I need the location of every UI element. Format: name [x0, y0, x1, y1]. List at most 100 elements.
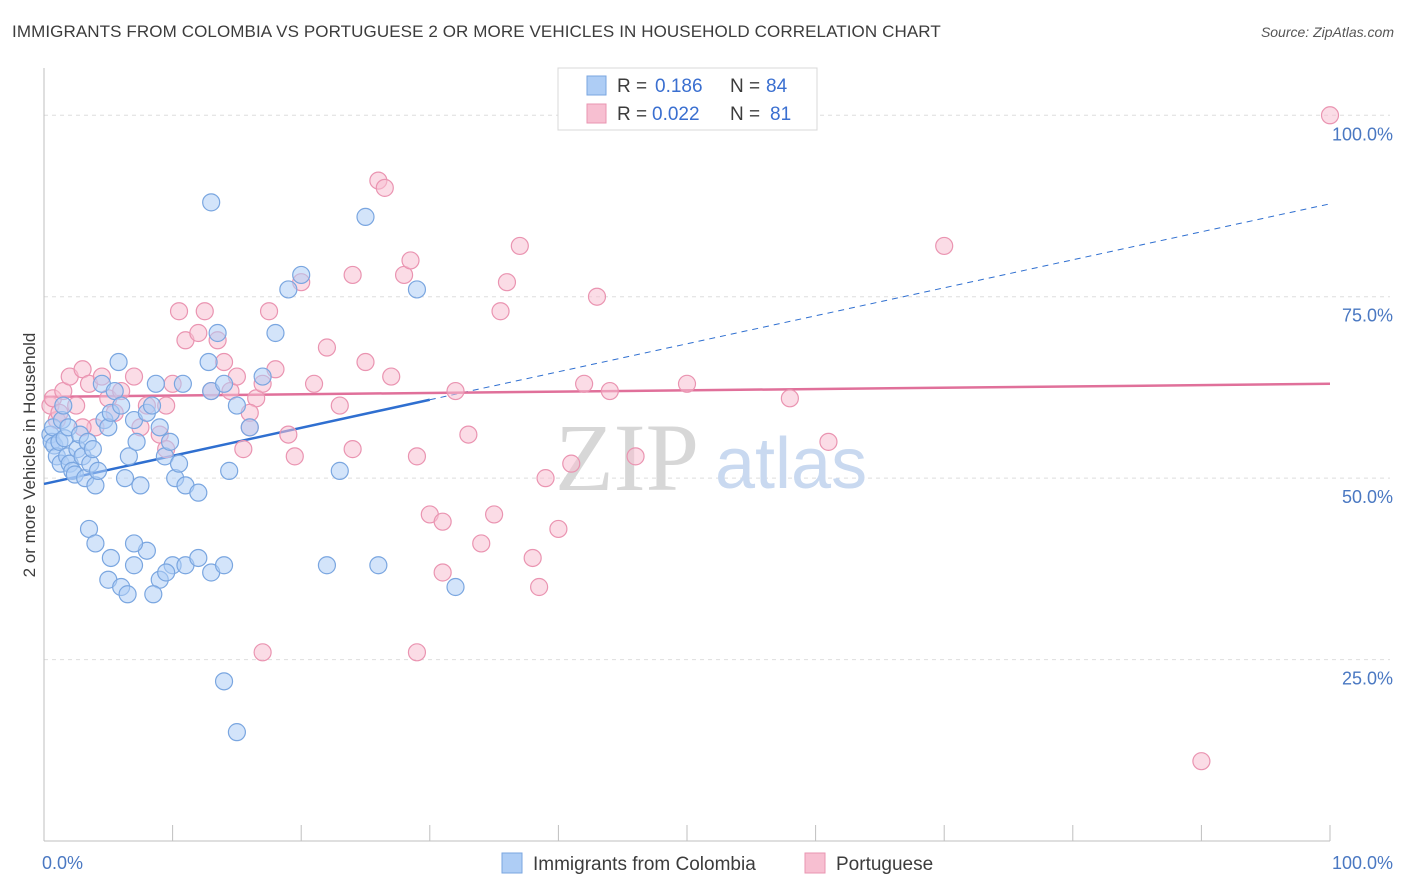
data-point-portuguese	[169, 302, 189, 321]
data-point-colombia	[115, 469, 135, 488]
series-legend-label-colombia: Immigrants from Colombia	[533, 854, 756, 875]
data-point-portuguese	[285, 447, 304, 466]
data-point-portuguese	[626, 447, 645, 466]
data-point-portuguese	[124, 367, 144, 386]
data-point-colombia	[317, 556, 337, 575]
data-point-colombia	[214, 672, 234, 691]
data-point-colombia	[160, 432, 180, 451]
legend-n-label-colombia: N =	[730, 76, 760, 97]
legend-r-value-colombia: 0.186	[655, 76, 703, 97]
data-point-colombia	[157, 563, 176, 582]
data-point-portuguese	[575, 374, 594, 393]
data-point-colombia	[369, 556, 388, 575]
y-tick-label: 25.0%	[1342, 669, 1393, 689]
watermark-atlas: atlas	[715, 424, 867, 504]
data-point-colombia	[119, 447, 138, 466]
legend-n-value-colombia: 84	[766, 76, 788, 97]
series-legend-label-portuguese: Portuguese	[836, 854, 933, 875]
data-point-portuguese	[279, 425, 298, 444]
data-point-colombia	[240, 418, 259, 437]
data-point-colombia	[88, 461, 108, 480]
x-tick-label-left: 0.0%	[42, 853, 83, 873]
data-point-colombia	[86, 534, 105, 553]
data-point-colombia	[189, 548, 208, 568]
data-point-portuguese	[485, 505, 504, 524]
data-point-portuguese	[214, 352, 234, 372]
data-point-colombia	[202, 193, 221, 212]
y-tick-label: 50.0%	[1342, 487, 1393, 507]
legend-r-value-portuguese: 0.022	[652, 104, 700, 125]
data-point-portuguese	[407, 447, 427, 466]
trend-line-colombia	[43, 203, 1331, 486]
stats-legend: R = 0.186 N = 84 R = 0.022 N = 81	[557, 67, 818, 131]
trend-line-dashed	[429, 203, 1331, 401]
data-point-portuguese	[497, 273, 517, 292]
data-point-colombia	[199, 352, 218, 372]
data-point-portuguese	[819, 432, 838, 451]
data-point-portuguese	[472, 534, 491, 553]
points-colombia	[41, 193, 465, 742]
data-point-portuguese	[375, 178, 394, 197]
data-point-colombia	[109, 352, 128, 372]
data-point-portuguese	[446, 381, 465, 401]
trend-line-solid	[43, 398, 431, 486]
data-point-portuguese	[1320, 106, 1340, 125]
data-point-portuguese	[491, 302, 510, 321]
x-tick-label-right: 100.0%	[1332, 853, 1393, 873]
data-point-colombia	[124, 534, 144, 553]
legend-swatch-portuguese	[586, 103, 607, 124]
source-label: Source: ZipAtlas.com	[1260, 24, 1394, 40]
legend-n-label-portuguese: N =	[730, 104, 760, 125]
data-point-colombia	[214, 374, 234, 393]
data-point-colombia	[279, 280, 298, 299]
data-point-portuguese	[304, 374, 324, 393]
y-tick-label: 75.0%	[1342, 306, 1393, 326]
data-point-colombia	[124, 556, 144, 575]
data-point-portuguese	[549, 519, 568, 539]
data-point-portuguese	[433, 563, 452, 582]
data-point-portuguese	[401, 251, 420, 270]
data-point-colombia	[142, 396, 162, 415]
data-point-colombia	[173, 374, 192, 393]
chart-title: IMMIGRANTS FROM COLOMBIA VS PORTUGUESE 2…	[12, 22, 941, 41]
data-point-colombia	[253, 367, 272, 386]
data-point-colombia	[227, 396, 246, 415]
data-point-portuguese	[330, 396, 349, 415]
data-point-portuguese	[407, 643, 427, 662]
data-point-colombia	[146, 374, 165, 393]
data-point-portuguese	[677, 374, 697, 393]
data-point-portuguese	[253, 643, 272, 662]
data-point-portuguese	[356, 352, 375, 372]
data-point-portuguese	[195, 302, 214, 321]
data-point-portuguese	[259, 302, 279, 321]
data-point-colombia	[144, 585, 163, 604]
legend-swatch-colombia	[586, 75, 607, 96]
data-point-colombia	[356, 207, 375, 226]
data-point-colombia	[330, 461, 349, 480]
data-point-portuguese	[587, 287, 607, 306]
data-point-colombia	[150, 418, 169, 437]
data-point-portuguese	[234, 440, 253, 459]
data-point-portuguese	[530, 577, 549, 597]
data-point-colombia	[220, 461, 239, 480]
data-point-portuguese	[343, 265, 362, 285]
data-point-portuguese	[780, 389, 799, 408]
data-point-portuguese	[523, 548, 542, 568]
legend-r-label-colombia: R =	[617, 76, 647, 97]
data-point-portuguese	[935, 236, 954, 256]
y-tick-labels: 25.0% 50.0% 75.0% 100.0%	[1332, 124, 1393, 688]
y-axis-label: 2 or more Vehicles in Household	[20, 333, 39, 578]
data-point-portuguese	[510, 236, 529, 256]
data-point-colombia	[118, 585, 137, 604]
legend-r-label-portuguese: R =	[617, 104, 647, 125]
data-point-colombia	[266, 323, 285, 343]
data-point-colombia	[169, 454, 189, 473]
data-point-colombia	[112, 396, 131, 415]
data-point-colombia	[208, 323, 227, 343]
series-legend-swatch-colombia	[501, 852, 523, 874]
data-point-portuguese	[189, 323, 208, 343]
series-legend-swatch-portuguese	[804, 852, 826, 874]
legend-n-value-portuguese: 81	[770, 104, 791, 125]
data-point-colombia	[227, 723, 246, 742]
